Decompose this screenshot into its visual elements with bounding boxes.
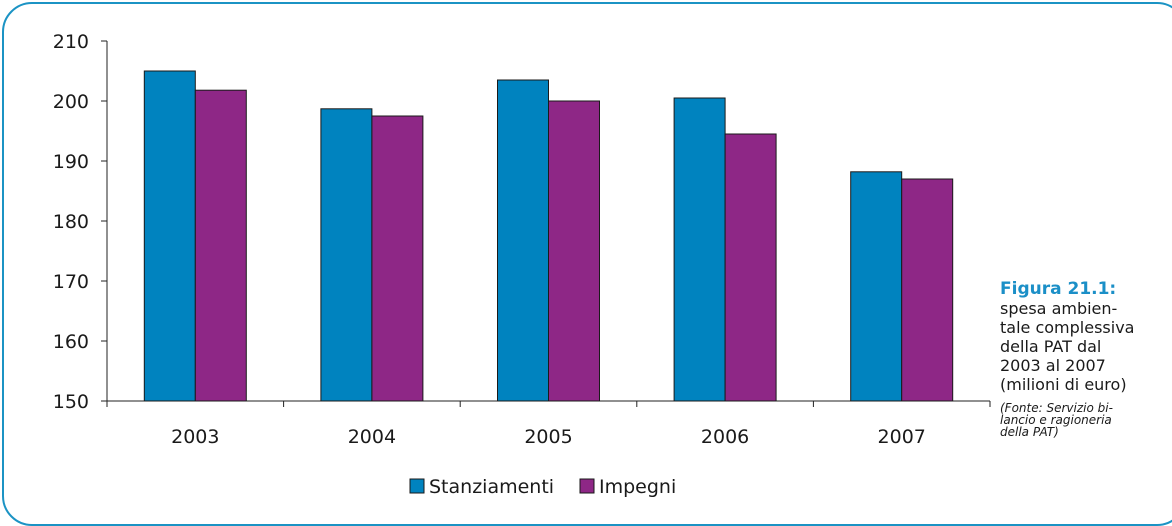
chart-axes: 150 160 170 180 190 200 210 2003 2004 2005 2006 200… [53, 31, 991, 448]
legend-swatch [409, 478, 425, 494]
figure-description-line: della PAT dal [1000, 337, 1102, 356]
figure-description-line: 2003 al 2007 [1000, 356, 1106, 375]
figure-description-line: (milioni di euro) [1000, 375, 1127, 394]
bar-impegni-2007 [901, 178, 954, 402]
bar-impegni-2004 [371, 115, 424, 402]
x-tick-label: 2003 [171, 426, 219, 448]
y-tick-label: 210 [53, 31, 89, 53]
bar-stanziamenti-2005 [497, 79, 549, 402]
bar-stanziamenti-2007 [850, 171, 903, 402]
y-tick-label: 150 [53, 391, 89, 413]
x-tick-label: 2004 [348, 426, 396, 448]
legend-swatch [579, 478, 595, 494]
x-tick-label: 2005 [524, 426, 572, 448]
figure-source-line: della PAT) [1000, 425, 1059, 439]
x-tick-label: 2007 [878, 426, 926, 448]
figure-caption: Figura 21.1: spesa ambien- tale compless… [1000, 279, 1170, 439]
figure-source-line: lancio e ragioneria [1000, 413, 1112, 427]
figure-label: Figura 21.1: [1000, 279, 1117, 299]
bar-impegni-2003 [194, 89, 247, 402]
y-tick-label: 190 [53, 151, 89, 173]
chart-bars [143, 70, 954, 402]
bar-stanziamenti-2003 [143, 70, 196, 402]
y-tick-label: 160 [53, 331, 89, 353]
x-tick-label: 2006 [701, 426, 749, 448]
figure-description-line: tale complessiva [1000, 318, 1135, 337]
y-tick-label: 170 [53, 271, 89, 293]
figure-description-line: spesa ambien- [1000, 299, 1118, 318]
bar-stanziamenti-2006 [673, 97, 726, 402]
legend-label: Stanziamenti [429, 476, 554, 498]
figure-description: spesa ambien- tale complessiva della PAT… [1000, 299, 1170, 394]
y-tick-label: 180 [53, 211, 89, 233]
bar-chart: 150 160 170 180 190 200 210 2003 2004 2005 2006 200… [53, 31, 991, 498]
y-tick-label: 200 [53, 91, 89, 113]
figure-source-line: (Fonte: Servizio bi- [1000, 401, 1113, 415]
bar-impegni-2006 [724, 133, 777, 402]
bar-impegni-2005 [548, 100, 600, 402]
bar-stanziamenti-2004 [320, 108, 373, 402]
legend-label: Impegni [599, 476, 676, 498]
figure-source: (Fonte: Servizio bi- lancio e ragioneria… [1000, 402, 1170, 438]
chart-legend: Stanziamenti Impegni [409, 476, 676, 498]
